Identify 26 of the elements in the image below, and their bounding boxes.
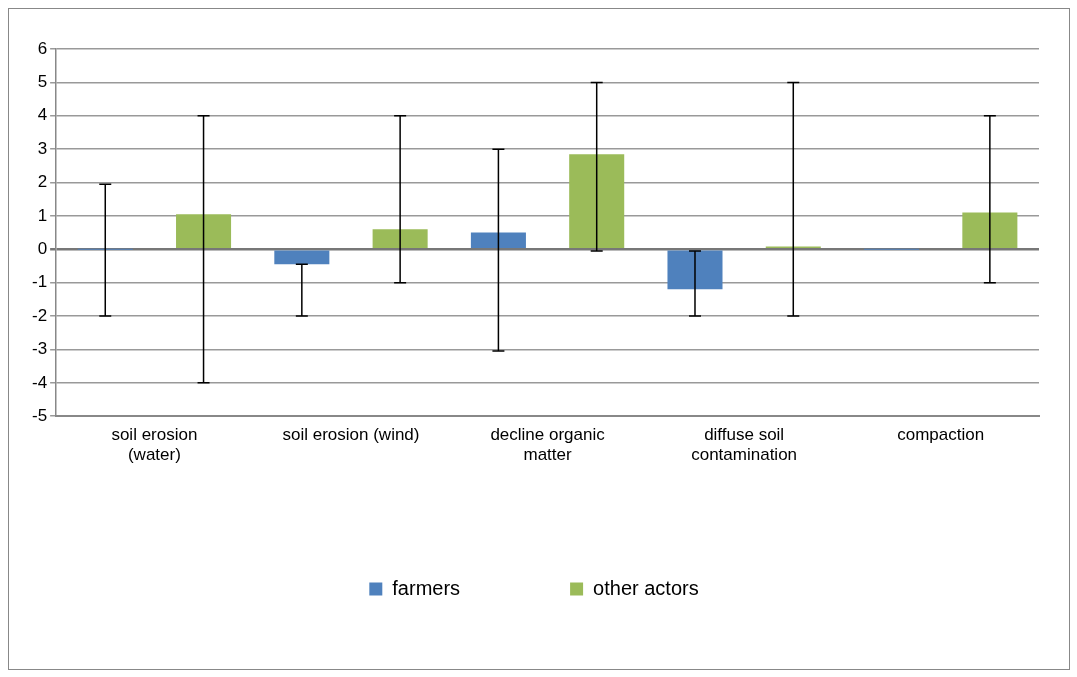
x-tick-label: decline organic matter <box>490 425 606 465</box>
x-tick-label: diffuse soil contamination <box>691 425 798 465</box>
y-tick-label: 1 <box>37 205 48 225</box>
y-tick-label: 5 <box>37 72 48 92</box>
y-tick-label: -4 <box>31 372 48 392</box>
x-tick-label: compaction <box>897 425 985 445</box>
x-tick-label: soil erosion (wind) <box>282 425 420 445</box>
y-tick-label: 4 <box>37 105 48 125</box>
y-tick-label: -2 <box>31 305 48 325</box>
y-tick-label: -5 <box>31 405 48 425</box>
y-tick-label: -3 <box>31 339 48 359</box>
x-tick-label: soil erosion (water) <box>111 425 198 465</box>
legend-label: other actors <box>593 576 699 599</box>
bar <box>372 229 428 249</box>
y-tick-label: 2 <box>37 172 48 192</box>
bar <box>569 154 625 249</box>
bar <box>470 232 526 249</box>
bar <box>667 250 723 290</box>
bar <box>274 250 330 265</box>
y-tick-label: 0 <box>37 238 48 258</box>
y-tick-label: 6 <box>37 38 48 58</box>
legend-label: farmers <box>392 576 461 599</box>
y-tick-label: 3 <box>37 138 48 158</box>
bar <box>962 212 1018 249</box>
y-tick-label: -1 <box>31 272 48 292</box>
bar <box>176 214 232 249</box>
